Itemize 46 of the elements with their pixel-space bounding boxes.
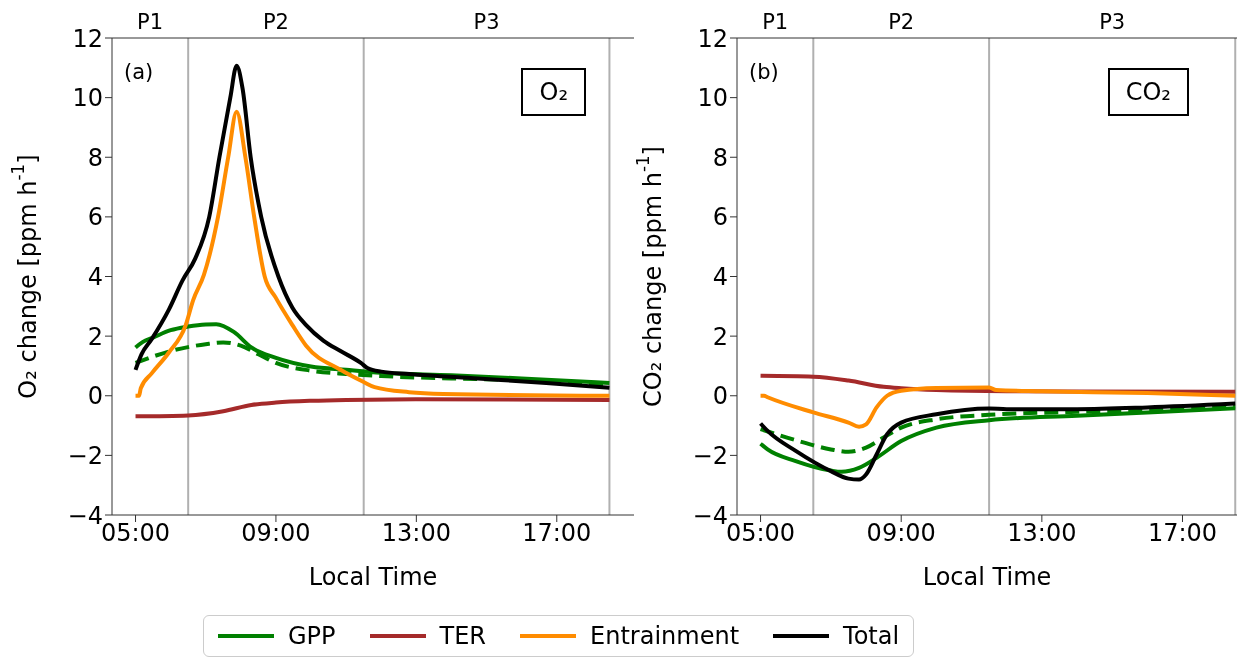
- y-tick-label: 2: [87, 322, 103, 351]
- x-axis-title: Local Time: [922, 563, 1052, 591]
- text: P1: [137, 10, 164, 34]
- annotation: CO₂: [1107, 68, 1189, 116]
- y-tick-label: 2: [712, 322, 728, 351]
- y-tick-label: 12: [697, 24, 728, 53]
- x-axis-title: Local Time: [308, 563, 438, 591]
- y-tick-label: −2: [67, 441, 103, 470]
- x-tick-label: 17:00: [1147, 519, 1218, 548]
- x-tick-label: 09:00: [241, 519, 311, 548]
- text: P2: [262, 10, 289, 34]
- line-series: [133, 109, 612, 398]
- x-tick-label: 13:00: [1007, 519, 1077, 548]
- annotation: (a): [124, 60, 154, 84]
- y-tick-label: −4: [67, 501, 103, 530]
- legend-label: Entrainment: [590, 622, 740, 650]
- line-series: [758, 385, 1237, 429]
- text: P2: [888, 10, 915, 34]
- y-tick-label: 8: [712, 143, 728, 172]
- legend-label: TER: [439, 622, 487, 650]
- y-tick-label: 0: [712, 382, 728, 411]
- y-tick-label: 6: [87, 203, 103, 232]
- legend-label: GPP: [288, 622, 336, 650]
- y-tick-label: 10: [72, 84, 103, 113]
- annotation: O₂: [521, 68, 586, 116]
- line-series: [133, 397, 612, 419]
- y-tick-label: 12: [72, 24, 103, 53]
- legend-label: Total: [843, 622, 900, 650]
- text: P3: [1099, 10, 1126, 34]
- y-tick-label: 10: [697, 84, 728, 113]
- line-series: [758, 401, 1237, 482]
- y-tick-label: 0: [87, 382, 103, 411]
- annotation: (b): [749, 60, 779, 84]
- text: P1: [762, 10, 789, 34]
- y-tick-label: 8: [87, 143, 103, 172]
- x-tick-label: 05:00: [725, 519, 796, 548]
- x-tick-label: 05:00: [100, 519, 171, 548]
- y-tick-label: −4: [692, 501, 728, 530]
- y-tick-label: 4: [87, 263, 103, 292]
- y-tick-label: 6: [712, 203, 728, 232]
- text: P3: [473, 10, 500, 34]
- x-tick-label: 13:00: [381, 519, 451, 548]
- x-tick-label: 17:00: [522, 519, 592, 548]
- y-tick-label: 4: [712, 263, 728, 292]
- y-tick-label: −2: [692, 441, 728, 470]
- x-tick-label: 09:00: [866, 519, 936, 548]
